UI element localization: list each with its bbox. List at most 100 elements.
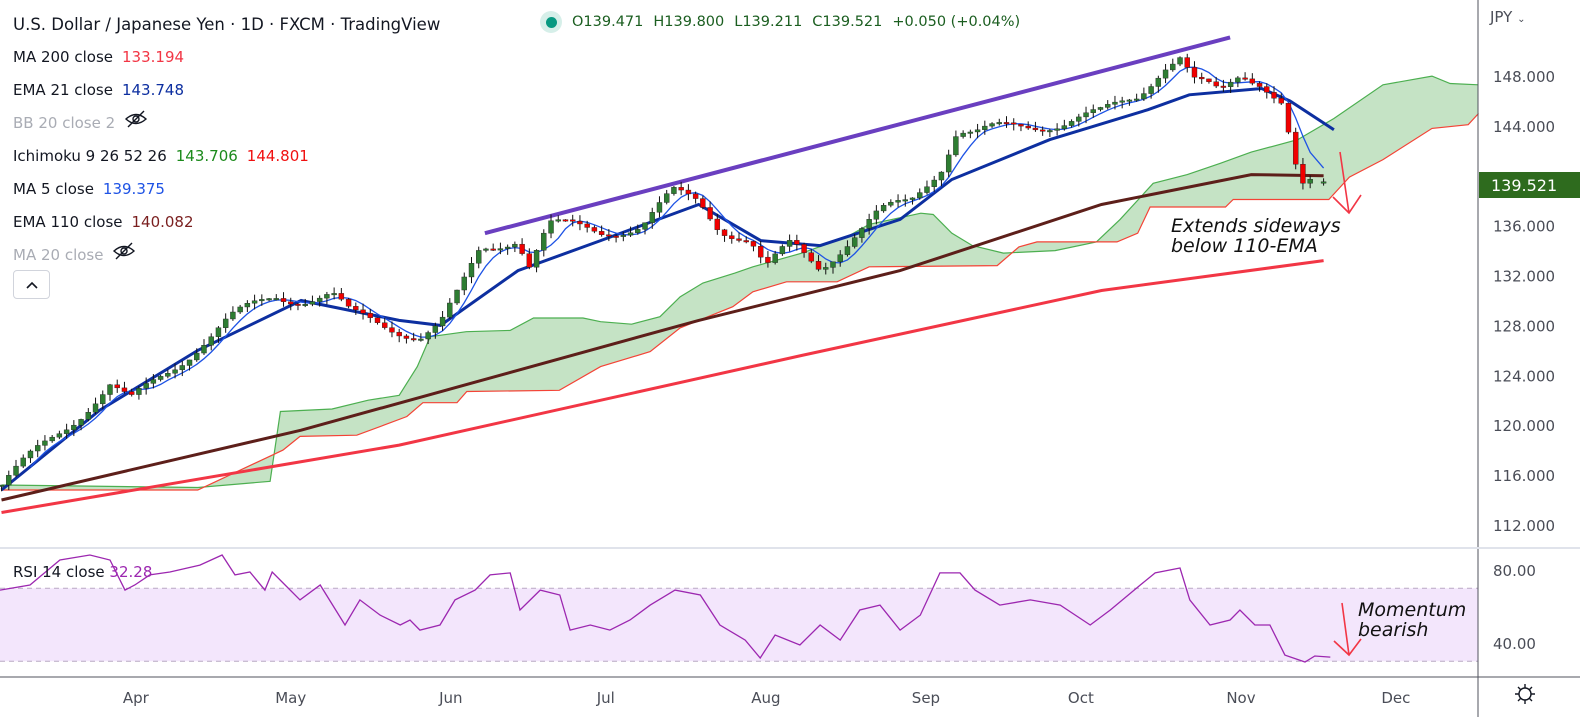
legend-item[interactable]: BB 20 close 2	[13, 107, 440, 140]
currency-selector[interactable]: JPY ⌄	[1490, 8, 1525, 26]
rsi-label: RSI 14 close	[13, 563, 105, 581]
candle-up	[1162, 69, 1169, 79]
candle-down	[1199, 76, 1205, 80]
legend-item[interactable]: EMA 21 close 143.748	[13, 74, 440, 107]
candle-up	[924, 186, 930, 193]
candle-down	[743, 240, 749, 243]
time-tick-label: Sep	[912, 689, 940, 707]
candle-up	[823, 267, 829, 270]
legend-item[interactable]: MA 200 close 133.194	[13, 41, 440, 74]
candle-up	[974, 129, 981, 133]
candle-up	[165, 373, 171, 377]
candle-up	[143, 383, 149, 389]
candle-down	[714, 218, 721, 230]
candle-down	[1300, 163, 1306, 184]
candle-up	[982, 125, 988, 130]
candle-up	[107, 384, 113, 395]
candle-up	[664, 193, 670, 203]
candle-up	[100, 394, 106, 405]
candle-up	[649, 212, 655, 223]
candle-up	[1148, 86, 1154, 94]
candle-up	[541, 232, 547, 251]
candle-up	[136, 388, 142, 395]
candle-down	[700, 198, 706, 208]
candle-up	[851, 237, 858, 247]
candle-up	[635, 229, 641, 233]
candle-down	[1213, 81, 1219, 87]
candle-down	[1039, 129, 1046, 132]
rising-trendline	[484, 35, 1231, 236]
candle-up	[1105, 104, 1111, 108]
candle-down	[1220, 85, 1227, 88]
legend-label: MA 200 close	[13, 48, 114, 66]
legend-label: EMA 110 close	[13, 213, 123, 231]
candle-up	[656, 202, 663, 213]
candle-down	[353, 306, 359, 311]
candle-up	[786, 240, 793, 247]
time-tick-label: Jul	[596, 689, 615, 707]
candle-up	[251, 300, 258, 304]
candle-up	[266, 298, 272, 301]
time-tick-label: Jun	[438, 689, 462, 707]
legend-value: 143.748	[121, 81, 184, 99]
candle-down	[396, 331, 402, 337]
candle-down	[367, 313, 373, 318]
candle-down	[1264, 86, 1270, 93]
candle-down	[794, 240, 800, 245]
legend-item[interactable]: EMA 110 close 140.082	[13, 206, 440, 239]
last-price-label: 139.521	[1479, 172, 1580, 198]
rsi-legend: RSI 14 close 32.28	[13, 563, 152, 581]
candle-down	[121, 387, 128, 392]
candle-up	[548, 220, 554, 234]
eye-hidden-icon[interactable]	[112, 239, 136, 272]
candle-up	[157, 376, 164, 380]
price-tick-label: 136.000	[1493, 218, 1555, 236]
candle-down	[374, 317, 381, 323]
candle-down	[721, 229, 728, 236]
rsi-tick-label: 40.00	[1493, 635, 1536, 653]
candle-down	[280, 298, 287, 302]
legend-label: MA 5 close	[13, 180, 94, 198]
candle-up	[324, 294, 330, 299]
candle-up	[555, 219, 561, 222]
cloud-fill	[1, 76, 1479, 490]
candle-up	[222, 318, 229, 328]
ma200-line	[1, 259, 1324, 514]
candle-up	[844, 246, 851, 255]
candle-up	[1227, 81, 1234, 87]
candle-up	[989, 123, 995, 127]
candle-down	[128, 391, 135, 395]
candle-up	[996, 122, 1002, 125]
candle-up	[454, 289, 460, 304]
candle-down	[1256, 83, 1263, 87]
candle-up	[1090, 109, 1096, 113]
candle-up	[512, 243, 518, 248]
candle-up	[49, 436, 55, 442]
price-tick-label: 144.000	[1493, 118, 1555, 136]
eye-hidden-icon[interactable]	[124, 107, 148, 140]
candle-up	[533, 250, 540, 268]
price-tick-label: 116.000	[1493, 467, 1555, 485]
candle-down	[570, 219, 576, 222]
collapse-legend-button[interactable]	[13, 270, 50, 299]
legend-item[interactable]: Ichimoku 9 26 52 26 143.706 144.801	[13, 140, 440, 173]
candle-up	[671, 187, 677, 194]
legend-item[interactable]: MA 5 close 139.375	[13, 173, 440, 206]
time-tick-label: Apr	[123, 689, 150, 707]
candle-down	[1025, 125, 1031, 129]
candle-up	[418, 338, 424, 341]
candle-up	[92, 403, 99, 413]
candle-up	[1083, 112, 1089, 118]
candle-down	[410, 338, 417, 341]
legend-item[interactable]: MA 20 close	[13, 239, 440, 272]
candle-up	[1126, 99, 1133, 102]
settings-button[interactable]	[1513, 682, 1537, 710]
candle-up	[230, 311, 236, 320]
candle-up	[873, 210, 880, 220]
candle-up	[1054, 128, 1060, 131]
candle-up	[642, 222, 648, 230]
candle-down	[1293, 131, 1299, 165]
rsi-pane	[0, 554, 1478, 663]
candle-up	[902, 199, 908, 202]
